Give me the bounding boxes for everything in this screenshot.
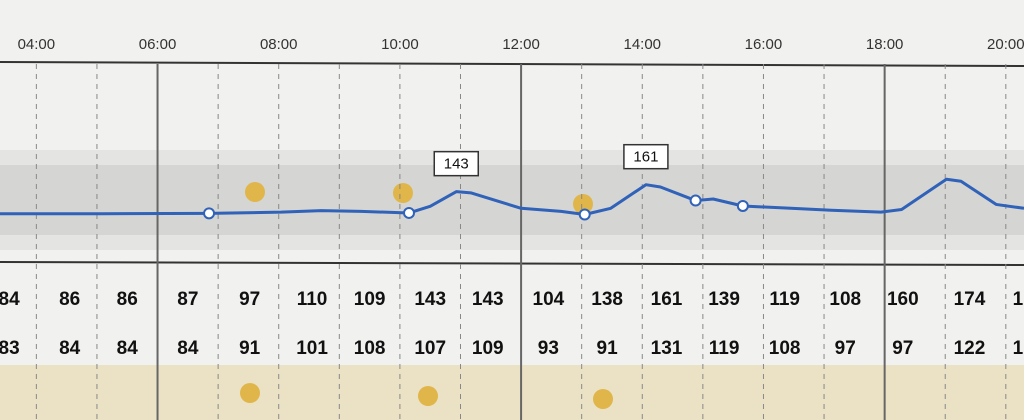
marker bbox=[402, 206, 415, 219]
table-cell: 97 bbox=[892, 338, 913, 359]
meal-icons bbox=[240, 182, 613, 409]
x-tick-label: 20:00 bbox=[987, 36, 1024, 53]
top-rule bbox=[0, 61, 1024, 67]
table-cell: 143 bbox=[472, 289, 504, 310]
meal-row bbox=[0, 365, 1024, 420]
table-cell: 160 bbox=[887, 289, 919, 310]
x-tick-label: 16:00 bbox=[745, 36, 783, 53]
table-cell: 109 bbox=[472, 338, 504, 359]
x-tick-label: 04:00 bbox=[18, 36, 56, 53]
table-cell: 86 bbox=[117, 289, 138, 310]
table-cell: 84 bbox=[117, 338, 139, 359]
x-tick-label: 18:00 bbox=[866, 36, 904, 53]
table-cell: 174 bbox=[954, 289, 986, 310]
table-cell: 104 bbox=[533, 289, 565, 310]
target-band bbox=[0, 165, 1024, 235]
table-cell: 108 bbox=[769, 338, 801, 359]
table-cell: 84 bbox=[0, 289, 20, 310]
table-cell: 1 bbox=[1013, 289, 1024, 310]
x-tick-label: 10:00 bbox=[381, 36, 419, 53]
annotation-box bbox=[623, 143, 669, 170]
glucose-line bbox=[0, 177, 1024, 216]
table-cell: 143 bbox=[414, 289, 446, 310]
table-cell: 138 bbox=[591, 289, 623, 310]
annotation-box bbox=[433, 150, 480, 177]
table-cell: 139 bbox=[708, 289, 740, 310]
table-cell: 101 bbox=[296, 338, 328, 359]
table-cell: 84 bbox=[59, 338, 81, 359]
table-cell: 87 bbox=[177, 289, 198, 310]
table-cell: 91 bbox=[597, 338, 619, 359]
table-cell: 93 bbox=[538, 338, 559, 359]
table-cell: 91 bbox=[239, 338, 261, 359]
x-tick-label: 08:00 bbox=[260, 36, 298, 53]
marker bbox=[736, 199, 749, 212]
table-cell: 83 bbox=[0, 338, 20, 359]
table-cell: 97 bbox=[835, 338, 856, 359]
table-cell: 108 bbox=[354, 338, 386, 359]
table-rule bbox=[0, 261, 1024, 266]
table-cell: 161 bbox=[651, 289, 683, 310]
table-cell: 1 bbox=[1013, 338, 1024, 359]
marker bbox=[203, 207, 216, 220]
grid bbox=[35, 64, 1007, 420]
x-tick-label: 06:00 bbox=[139, 36, 177, 53]
table-cell: 122 bbox=[954, 338, 986, 359]
marker bbox=[689, 194, 702, 207]
annotation: 143 bbox=[444, 156, 469, 173]
table-cell: 119 bbox=[769, 289, 800, 310]
table-cell: 97 bbox=[239, 289, 260, 310]
marker bbox=[578, 208, 591, 221]
table-cell: 131 bbox=[651, 338, 683, 359]
x-tick-label: 14:00 bbox=[623, 36, 661, 53]
table-cell: 107 bbox=[414, 338, 446, 359]
table-cell: 119 bbox=[709, 338, 740, 359]
table-cell: 84 bbox=[177, 338, 199, 359]
x-tick-label: 12:00 bbox=[502, 36, 540, 53]
table-cell: 110 bbox=[297, 289, 328, 310]
table-cell: 108 bbox=[829, 289, 861, 310]
annotation: 161 bbox=[633, 149, 658, 166]
table-cell: 86 bbox=[59, 289, 80, 310]
table-cell: 109 bbox=[354, 289, 386, 310]
